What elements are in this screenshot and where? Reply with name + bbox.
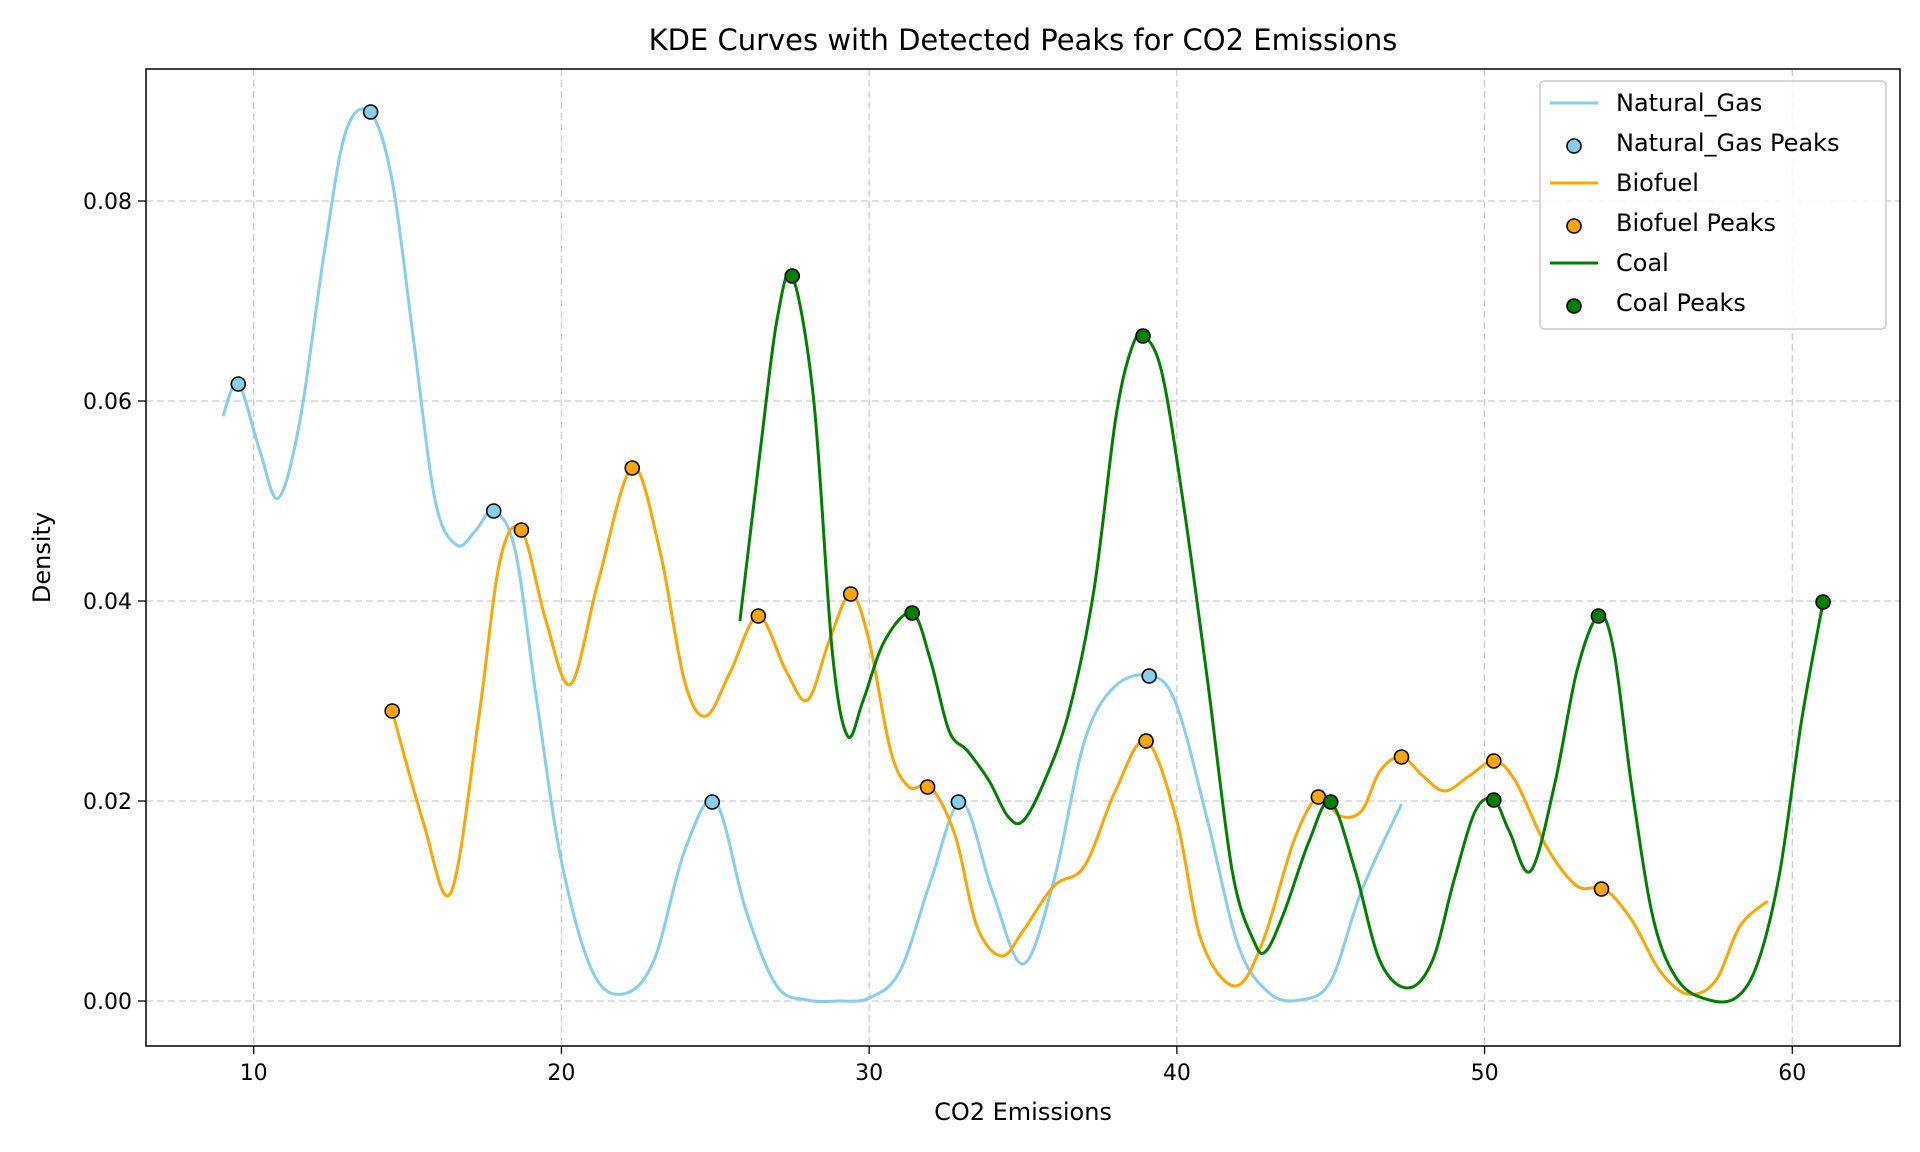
coal-peak-point: [904, 605, 921, 621]
y-tick-label: 0.02: [83, 790, 132, 815]
y-tick-label: 0.06: [83, 390, 132, 415]
coal-peak-point: [1486, 792, 1502, 808]
x-tick-label: 20: [547, 1061, 575, 1086]
y-tick-label: 0.08: [83, 190, 132, 215]
legend: Natural_Gas Natural_Gas Peaks Biofuel Biofu…: [1539, 80, 1887, 330]
y-axis-label: Density: [28, 512, 56, 603]
natural-gas-legend-label: Natural_Gas: [1616, 89, 1762, 117]
natural-gas-peak-point: [704, 794, 721, 810]
x-axis-label: CO2 Emissions: [934, 1098, 1112, 1126]
x-tick-label: 60: [1778, 1061, 1806, 1086]
natural-gas-peak-point: [362, 104, 379, 120]
natural-gas-peak-point: [950, 794, 967, 810]
natural-gas-legend-marker-swatch: [1566, 138, 1582, 154]
biofuel-peak-point: [750, 608, 767, 624]
coal-peaks-legend-label: Coal Peaks: [1616, 289, 1746, 317]
x-tick-label: 50: [1471, 1061, 1499, 1086]
series-layer: [221, 104, 1831, 1004]
biofuel-peak-point: [842, 586, 859, 602]
y-tick-label: 0.00: [83, 990, 132, 1015]
natural-gas-peak-point: [1141, 668, 1157, 684]
biofuel-peak-point: [513, 522, 530, 538]
chart-title: KDE Curves with Detected Peaks for CO2 E…: [649, 23, 1398, 57]
natural-gas-peak-point: [230, 376, 247, 392]
coal-peak-point: [1590, 608, 1607, 624]
natural-gas-peaks-legend-label: Natural_Gas Peaks: [1616, 129, 1839, 157]
x-tick-label: 40: [1163, 1061, 1191, 1086]
coal-kde-line: [738, 271, 1825, 1004]
coal-peak-point: [1322, 794, 1339, 810]
coal-peak-point: [784, 268, 801, 284]
coal-legend-label: Coal: [1616, 249, 1669, 277]
grid-lines: [146, 69, 1900, 1046]
biofuel-legend-label: Biofuel: [1616, 169, 1699, 197]
axis-ticks: 10 20 30 40 50 60 0.00 0.02 0.04 0.06 0.08: [83, 190, 1806, 1086]
biofuel-peak-point: [1138, 733, 1154, 749]
y-tick-label: 0.04: [83, 590, 132, 615]
coal-legend-marker-swatch: [1566, 298, 1582, 314]
coal-peak-point: [1815, 594, 1831, 610]
biofuel-peak-point: [384, 703, 400, 719]
biofuel-peak-point: [1593, 881, 1610, 897]
biofuel-peak-point: [1393, 749, 1410, 765]
x-tick-label: 30: [855, 1061, 883, 1086]
coal-peak-point: [1135, 328, 1151, 344]
biofuel-legend-marker-swatch: [1566, 218, 1582, 234]
biofuel-peak-point: [1486, 753, 1502, 769]
biofuel-peaks-legend-label: Biofuel Peaks: [1616, 209, 1776, 237]
plot-frame: [145, 68, 1901, 1047]
legend-box: [1539, 80, 1887, 330]
biofuel-peak-point: [919, 779, 936, 795]
natural-gas-peak-point: [485, 503, 502, 519]
biofuel-peak-point: [624, 460, 640, 476]
x-tick-label: 10: [240, 1061, 268, 1086]
